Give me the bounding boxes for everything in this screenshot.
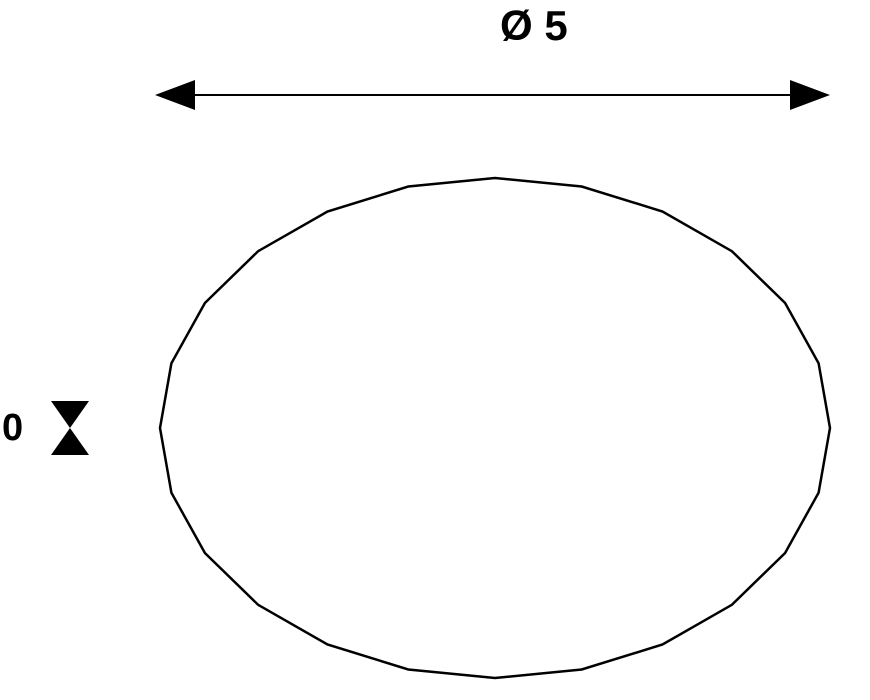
technical-diagram: Ø 5 0 [0,0,870,700]
arrow-right-icon [790,80,830,110]
ellipse-outline [160,178,830,678]
arrow-down-icon [51,428,89,455]
arrow-up-icon [51,401,89,428]
diameter-label: Ø 5 [500,2,568,49]
arrow-left-icon [155,80,195,110]
height-label: 0 [2,407,23,449]
